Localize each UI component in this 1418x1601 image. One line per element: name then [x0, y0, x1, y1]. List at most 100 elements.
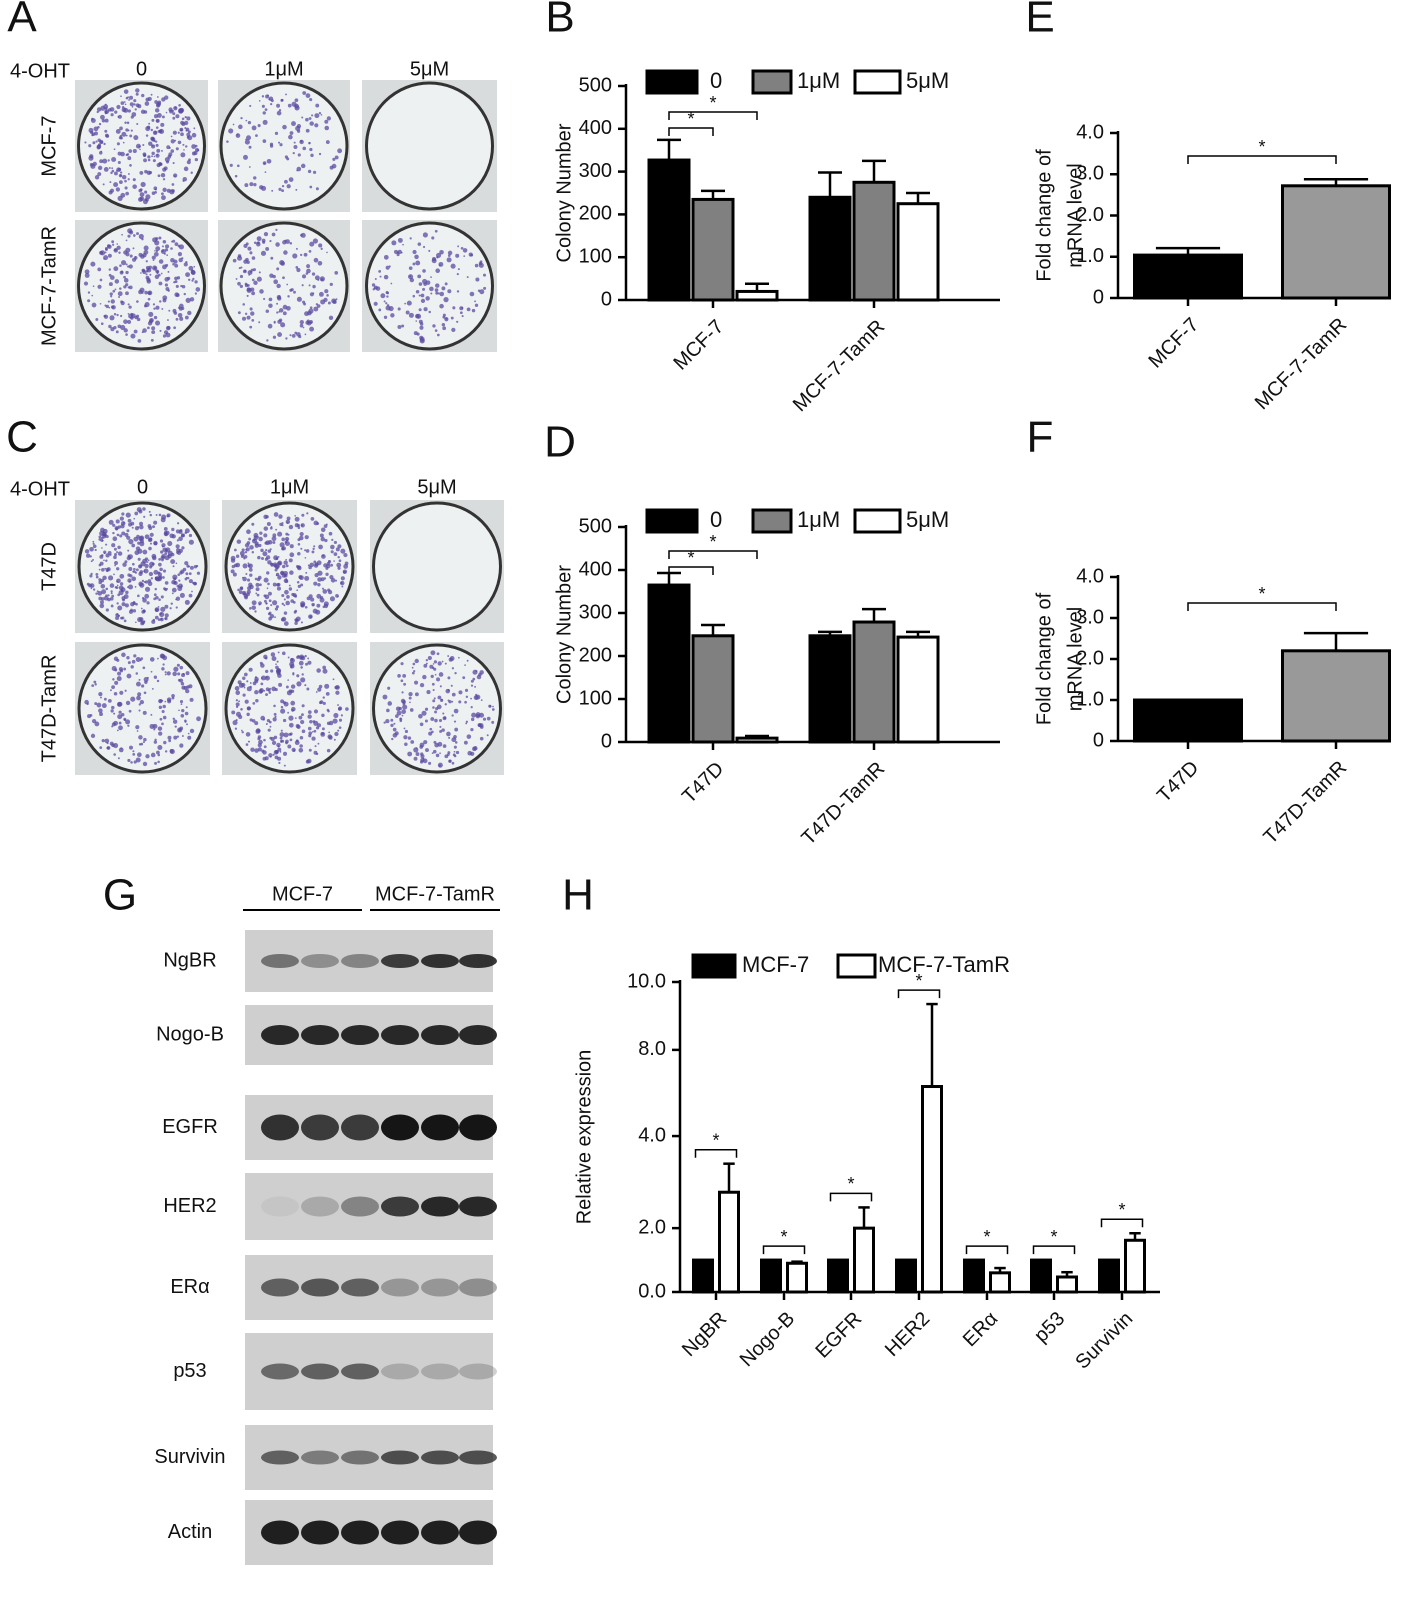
colony	[95, 318, 99, 321]
colony	[131, 576, 137, 582]
colony	[173, 666, 179, 672]
colony	[400, 662, 404, 666]
significance-label: *	[1258, 137, 1265, 157]
colony	[162, 334, 167, 338]
colony	[136, 300, 139, 303]
colony	[268, 303, 273, 308]
colony	[480, 699, 483, 701]
colony	[96, 107, 102, 112]
colony	[175, 317, 179, 321]
colony	[430, 292, 433, 295]
colony	[193, 127, 196, 130]
colony	[314, 123, 319, 128]
colony	[300, 621, 303, 624]
colony	[293, 141, 296, 144]
colony	[134, 511, 139, 516]
colony	[119, 516, 124, 521]
colony	[246, 578, 251, 582]
colony	[111, 594, 115, 598]
colony	[486, 716, 491, 721]
colony	[114, 248, 117, 252]
colony	[116, 551, 119, 554]
significance-bracket	[1187, 602, 1337, 611]
colony	[243, 154, 248, 160]
colony	[278, 308, 284, 313]
colony	[124, 121, 127, 124]
colony	[380, 293, 386, 299]
y-axis-label: Relative expression	[573, 1050, 595, 1225]
colony	[159, 717, 163, 721]
colony	[337, 704, 339, 706]
colony	[286, 157, 290, 161]
x-tick-label: MCF-7-TamR	[789, 316, 889, 416]
bar	[1124, 1238, 1146, 1294]
colony	[123, 89, 129, 94]
colony	[170, 559, 176, 565]
colony	[447, 254, 451, 257]
colony	[295, 723, 300, 728]
colony	[140, 657, 144, 660]
colony	[104, 304, 107, 307]
colony	[92, 588, 96, 591]
colony	[285, 337, 288, 340]
colony	[292, 673, 295, 676]
colony	[281, 564, 286, 569]
colony	[100, 322, 104, 325]
colony	[262, 119, 268, 125]
colony	[174, 725, 177, 728]
colony	[120, 95, 122, 98]
colony	[133, 256, 138, 260]
colony	[127, 661, 131, 665]
colony	[315, 103, 320, 108]
colony	[117, 714, 123, 720]
colony	[242, 576, 247, 582]
colony	[413, 756, 418, 761]
colony	[300, 583, 304, 587]
colony	[428, 310, 431, 314]
colony	[288, 177, 294, 182]
colony	[110, 592, 113, 595]
colony	[138, 252, 143, 257]
colony	[171, 240, 173, 243]
x-tick-label: MCF-7-TamR	[1251, 314, 1351, 414]
colony	[185, 706, 188, 709]
colony	[246, 315, 251, 320]
colony	[150, 338, 154, 342]
significance-label: *	[1258, 584, 1265, 604]
colony	[255, 582, 260, 587]
colony	[181, 306, 185, 310]
colony	[144, 593, 150, 599]
colony	[401, 691, 404, 694]
colony	[324, 119, 329, 124]
colony	[162, 187, 167, 192]
colony	[464, 700, 467, 704]
colony	[390, 313, 395, 318]
plate	[77, 643, 208, 774]
colony	[247, 586, 252, 591]
colony	[113, 148, 116, 151]
colony	[153, 569, 159, 575]
colony	[274, 607, 279, 611]
colony	[442, 326, 447, 331]
colony	[232, 123, 235, 126]
colony	[282, 276, 285, 280]
colony	[343, 563, 349, 569]
colony	[315, 187, 319, 191]
colony	[155, 305, 160, 310]
colony	[318, 243, 323, 248]
colony	[305, 93, 311, 98]
colony	[153, 675, 158, 679]
colony	[125, 191, 129, 196]
colony	[467, 750, 473, 756]
colony	[429, 286, 434, 292]
colony	[117, 545, 121, 550]
colony	[111, 169, 115, 173]
y-tick-label: 10.0	[627, 970, 666, 992]
colony	[265, 94, 270, 99]
colony	[286, 595, 290, 599]
colony	[173, 259, 178, 264]
colony	[383, 254, 389, 260]
colony	[170, 139, 175, 144]
colony	[162, 715, 167, 720]
colony	[176, 663, 180, 667]
